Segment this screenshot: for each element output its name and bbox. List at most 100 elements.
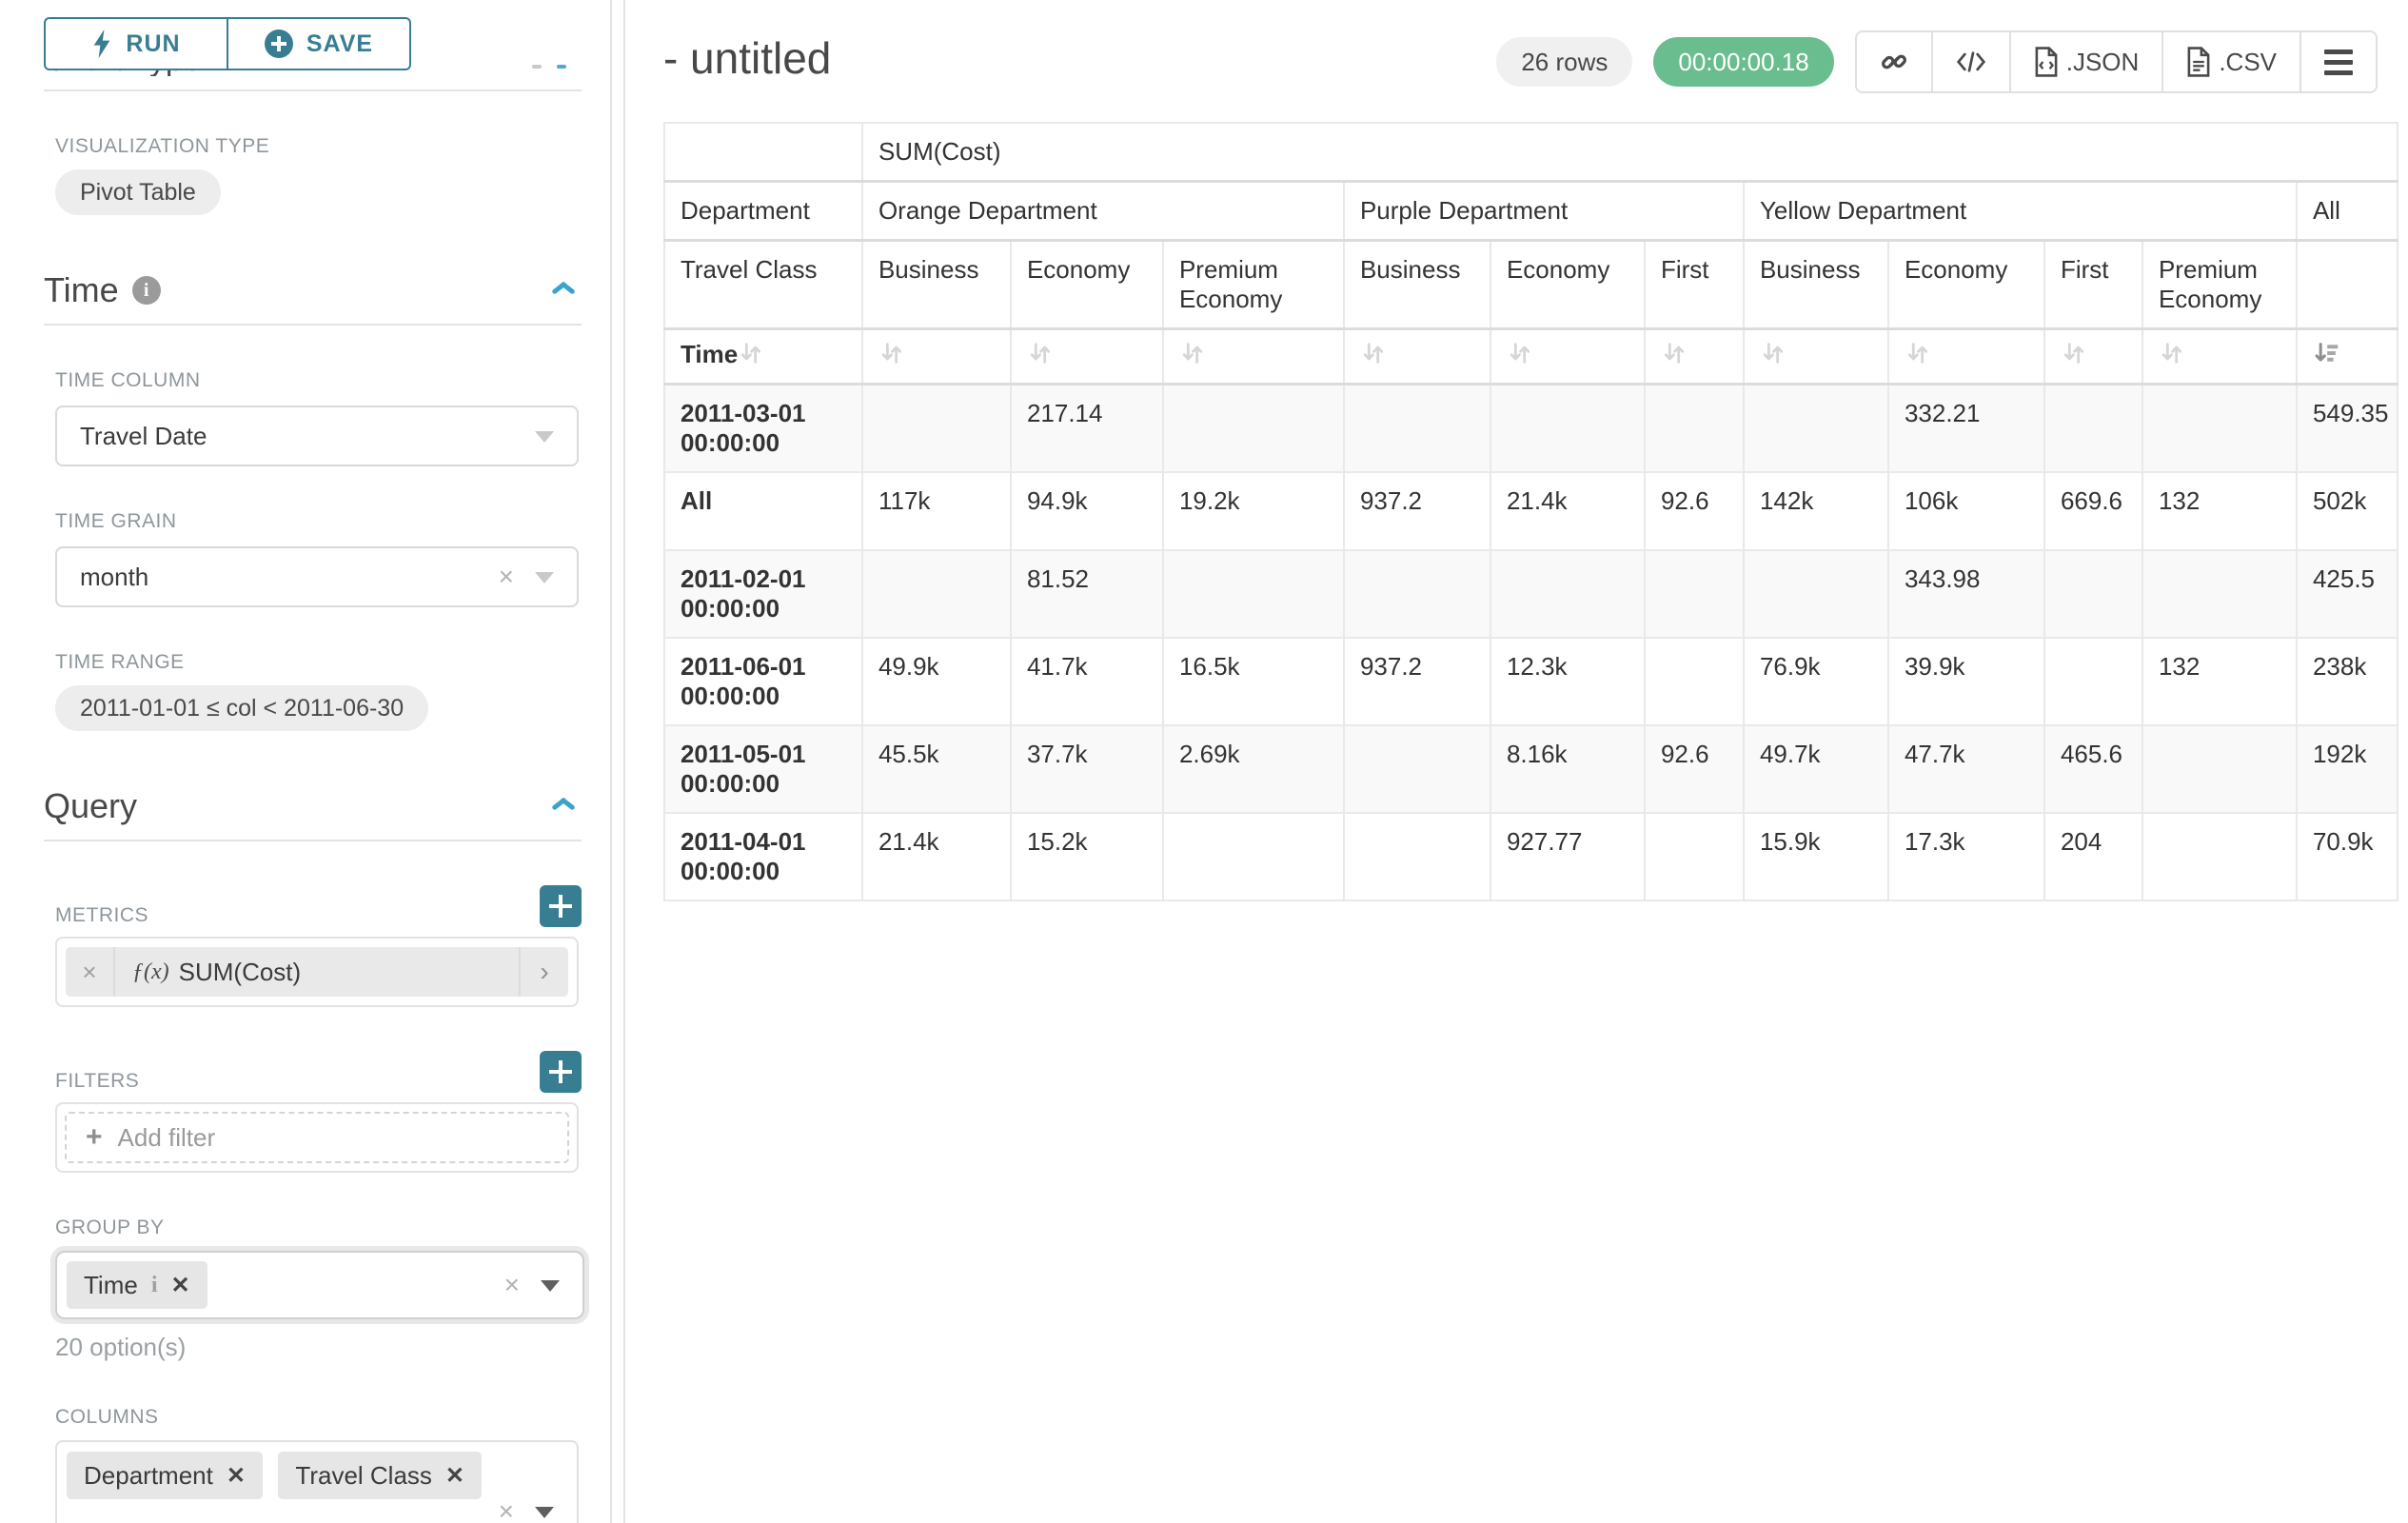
value-cell: 332.21 bbox=[1888, 385, 2044, 473]
value-cell: 192k bbox=[2297, 725, 2398, 813]
value-cell: 204 bbox=[2044, 813, 2142, 900]
sort-icon bbox=[1507, 340, 1533, 366]
export-csv-button[interactable]: .CSV bbox=[2163, 32, 2301, 91]
value-cell bbox=[2142, 813, 2297, 900]
viz-type-pill[interactable]: Pivot Table bbox=[55, 169, 221, 215]
run-button-label: RUN bbox=[126, 30, 180, 58]
time-column-label: TIME COLUMN bbox=[55, 369, 582, 392]
column-sort-header[interactable] bbox=[1344, 329, 1490, 385]
share-link-button[interactable] bbox=[1857, 32, 1933, 91]
value-cell bbox=[1163, 385, 1344, 473]
clear-icon[interactable]: × bbox=[499, 1498, 514, 1523]
table-row: 2011-06-01 00:00:0049.9k41.7k16.5k937.21… bbox=[664, 638, 2398, 725]
clear-icon[interactable]: × bbox=[499, 564, 514, 590]
chart-title[interactable]: - untitled bbox=[663, 32, 831, 84]
value-cell: 41.7k bbox=[1011, 638, 1163, 725]
chevron-down-icon[interactable] bbox=[541, 1280, 560, 1292]
controls-panel: RUN SAVE Chart Type VISUALIZATION TYPE P… bbox=[0, 0, 612, 1523]
column-sort-header[interactable] bbox=[2044, 329, 2142, 385]
table-row: 2011-05-01 00:00:0045.5k37.7k2.69k8.16k9… bbox=[664, 725, 2398, 813]
view-query-button[interactable] bbox=[1933, 32, 2011, 91]
value-cell: 92.6 bbox=[1645, 725, 1744, 813]
remove-chip-icon[interactable]: ✕ bbox=[227, 1462, 246, 1490]
action-buttons: RUN SAVE bbox=[44, 17, 411, 70]
row-label: 2011-03-01 00:00:00 bbox=[664, 385, 862, 473]
groupby-select[interactable]: Time i ✕ × bbox=[55, 1251, 584, 1319]
add-metric-button[interactable] bbox=[540, 885, 582, 927]
value-cell: 106k bbox=[1888, 472, 2044, 550]
groupby-chip-time[interactable]: Time i ✕ bbox=[67, 1261, 207, 1309]
columns-select[interactable]: Department ✕ Travel Class ✕ × bbox=[55, 1440, 579, 1523]
file-text-icon bbox=[2186, 47, 2211, 77]
value-cell: 343.98 bbox=[1888, 550, 2044, 638]
add-filter-dropzone[interactable]: + Add filter bbox=[65, 1112, 569, 1163]
remove-chip-icon[interactable]: ✕ bbox=[170, 1272, 189, 1299]
time-sort-header[interactable]: Time bbox=[664, 329, 862, 385]
json-export-label: .JSON bbox=[2066, 48, 2140, 77]
menu-button[interactable] bbox=[2301, 32, 2376, 91]
column-sort-header[interactable] bbox=[2142, 329, 2297, 385]
metric-name: SUM(Cost) bbox=[179, 958, 519, 987]
chip-label: Department bbox=[84, 1461, 213, 1491]
value-cell bbox=[1645, 550, 1744, 638]
column-sort-header[interactable] bbox=[1645, 329, 1744, 385]
metric-pill[interactable]: × ƒ(x) SUM(Cost) › bbox=[66, 947, 568, 997]
value-cell: 15.2k bbox=[1011, 813, 1163, 900]
chevron-down-icon[interactable] bbox=[535, 1507, 554, 1518]
table-row: 2011-02-01 00:00:0081.52343.98425.5 bbox=[664, 550, 2398, 638]
column-sort-header[interactable] bbox=[1888, 329, 2044, 385]
export-toolbar: .JSON .CSV bbox=[1855, 30, 2378, 93]
pivot-table: SUM(Cost)DepartmentOrange DepartmentPurp… bbox=[663, 122, 2398, 901]
subcolumn-header: Business bbox=[1344, 241, 1490, 329]
column-sort-header[interactable] bbox=[862, 329, 1011, 385]
value-cell: 12.3k bbox=[1490, 638, 1645, 725]
save-button[interactable]: SAVE bbox=[227, 17, 411, 70]
metric-header: SUM(Cost) bbox=[862, 123, 2398, 182]
sort-icon bbox=[1905, 340, 1931, 366]
value-cell: 132 bbox=[2142, 472, 2297, 550]
time-range-pill[interactable]: 2011-01-01 ≤ col < 2011-06-30 bbox=[55, 685, 428, 731]
value-cell: 19.2k bbox=[1163, 472, 1344, 550]
columns-chip-department[interactable]: Department ✕ bbox=[67, 1452, 263, 1499]
value-cell bbox=[1344, 725, 1490, 813]
export-json-button[interactable]: .JSON bbox=[2011, 32, 2164, 91]
remove-metric-icon[interactable]: × bbox=[66, 947, 115, 997]
value-cell bbox=[862, 385, 1011, 473]
value-cell bbox=[2044, 638, 2142, 725]
add-filter-placeholder: Add filter bbox=[118, 1123, 216, 1153]
save-button-label: SAVE bbox=[306, 30, 373, 58]
column-sort-header[interactable] bbox=[2297, 329, 2398, 385]
subcolumn-header: Premium Economy bbox=[1163, 241, 1344, 329]
value-cell: 39.9k bbox=[1888, 638, 2044, 725]
row-label: 2011-05-01 00:00:00 bbox=[664, 725, 862, 813]
column-sort-header[interactable] bbox=[1011, 329, 1163, 385]
metrics-label: METRICS bbox=[55, 904, 148, 927]
value-cell bbox=[1163, 550, 1344, 638]
value-cell: 45.5k bbox=[862, 725, 1011, 813]
row-count-badge: 26 rows bbox=[1496, 37, 1632, 87]
row-label: 2011-04-01 00:00:00 bbox=[664, 813, 862, 900]
chevron-right-icon[interactable]: › bbox=[519, 947, 568, 997]
lightning-bolt-icon bbox=[91, 30, 112, 58]
column-sort-header[interactable] bbox=[1163, 329, 1344, 385]
chevron-up-icon[interactable] bbox=[551, 794, 576, 819]
time-column-select[interactable]: Travel Date bbox=[55, 405, 579, 466]
value-cell bbox=[1344, 385, 1490, 473]
clear-icon[interactable]: × bbox=[504, 1272, 520, 1298]
value-cell: 17.3k bbox=[1888, 813, 2044, 900]
time-grain-select[interactable]: month × bbox=[55, 546, 579, 607]
sort-desc-active-icon bbox=[2313, 340, 2339, 366]
column-sort-header[interactable] bbox=[1490, 329, 1645, 385]
value-cell: 49.9k bbox=[862, 638, 1011, 725]
chevron-up-icon[interactable] bbox=[551, 278, 576, 303]
remove-chip-icon[interactable]: ✕ bbox=[445, 1462, 464, 1490]
column-sort-header[interactable] bbox=[1744, 329, 1888, 385]
time-grain-value: month bbox=[80, 563, 148, 592]
sort-icon bbox=[2061, 340, 2087, 366]
query-section-title: Query bbox=[44, 786, 137, 826]
filters-label: FILTERS bbox=[55, 1070, 139, 1093]
columns-chip-travel-class[interactable]: Travel Class ✕ bbox=[278, 1452, 482, 1499]
run-button[interactable]: RUN bbox=[44, 17, 227, 70]
add-filter-button[interactable] bbox=[540, 1051, 582, 1093]
sort-icon bbox=[1760, 340, 1786, 366]
